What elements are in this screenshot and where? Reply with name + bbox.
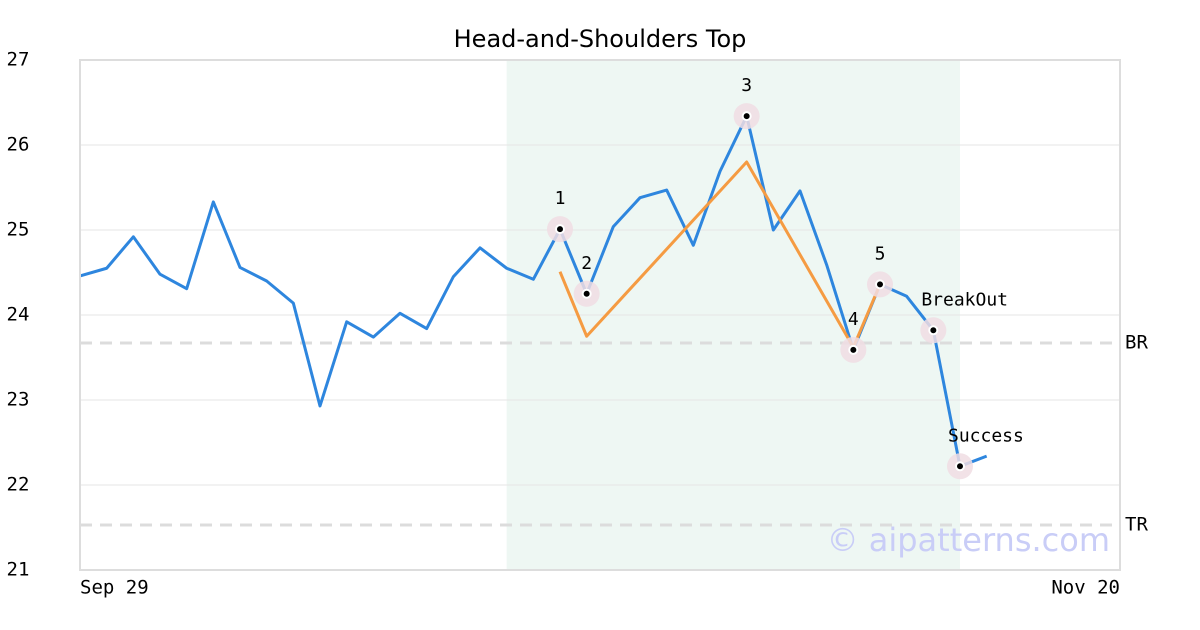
y-tick-label: 24 bbox=[7, 304, 30, 326]
x-tick-label: Nov 20 bbox=[1051, 577, 1120, 599]
marker bbox=[555, 224, 565, 235]
marker bbox=[928, 325, 939, 336]
marker-label: Success bbox=[948, 425, 1024, 446]
x-tick-label: Sep 29 bbox=[80, 577, 149, 599]
y-tick-label: 21 bbox=[7, 559, 30, 581]
marker-label: BreakOut bbox=[921, 289, 1008, 310]
marker-label: 4 bbox=[848, 309, 859, 330]
marker-label: 1 bbox=[555, 188, 566, 209]
marker-label: 5 bbox=[875, 243, 886, 264]
marker bbox=[581, 288, 592, 299]
chart-title: Head-and-Shoulders Top bbox=[454, 25, 747, 53]
marker bbox=[875, 279, 885, 290]
marker-label: 3 bbox=[741, 75, 752, 96]
y-tick-label: 23 bbox=[7, 389, 30, 411]
marker bbox=[848, 344, 859, 355]
y-tick-label: 25 bbox=[7, 219, 30, 241]
reference-label: TR bbox=[1125, 513, 1148, 535]
marker bbox=[955, 461, 965, 472]
y-tick-label: 27 bbox=[7, 49, 30, 71]
y-tick-label: 26 bbox=[7, 134, 30, 156]
y-tick-label: 22 bbox=[7, 474, 30, 496]
plot-frame bbox=[79, 59, 1121, 571]
watermark: © aipatterns.com bbox=[827, 521, 1110, 559]
marker-label: 2 bbox=[581, 253, 592, 274]
reference-label: BR bbox=[1125, 332, 1148, 354]
marker bbox=[741, 111, 752, 122]
series-line bbox=[558, 160, 882, 349]
series-line bbox=[79, 114, 988, 468]
